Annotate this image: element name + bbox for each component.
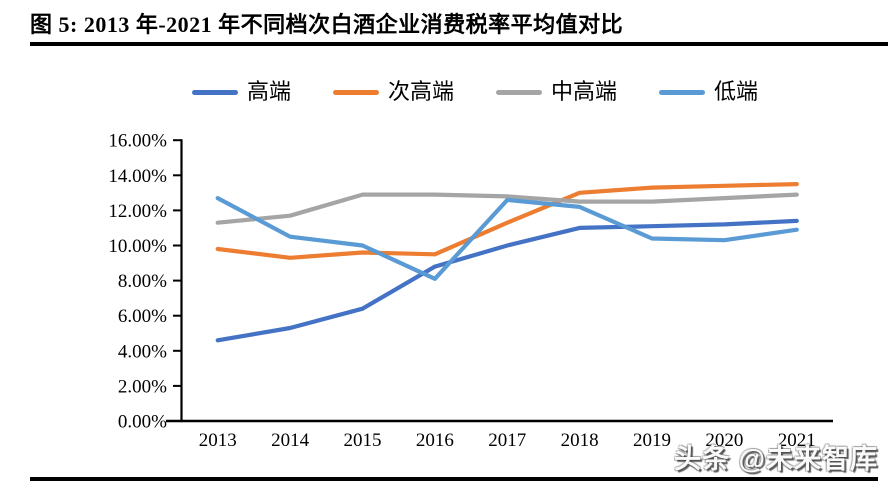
series-line-1: [215, 182, 799, 260]
legend-line-swatch-low-end: [659, 89, 706, 95]
title-divider: [30, 42, 888, 46]
legend-label: 高端: [246, 79, 291, 104]
x-tick-label: 2021: [778, 430, 816, 451]
y-tick-label: 0.00%: [118, 412, 167, 433]
legend-item-sub-premium: 次高端: [332, 79, 454, 104]
legend-item-low-end: 低端: [659, 81, 758, 103]
x-tick-label: 2013: [199, 430, 237, 451]
watermark: 头条 @未来智库: [674, 444, 878, 474]
series-line-2: [215, 192, 799, 225]
legend-label: 次高端: [387, 79, 454, 104]
legend-line-swatch-premium: [191, 89, 238, 95]
x-tick-label: 2015: [343, 430, 381, 451]
chart-legend: 高端 次高端 中高端 低端: [60, 76, 890, 108]
x-tick-label: 2018: [561, 430, 599, 451]
y-tick-label: 14.00%: [108, 166, 167, 187]
bottom-divider: [30, 477, 878, 481]
x-axis-labels: 2013 2014 2015 2016 2017 2018 2019 2020 2021: [199, 430, 816, 451]
y-tick-label: 8.00%: [118, 271, 167, 292]
legend-label: 低端: [714, 79, 759, 104]
x-tick-label: 2020: [705, 430, 743, 451]
y-tick-label: 6.00%: [118, 306, 167, 327]
axes: [166, 139, 833, 423]
y-tick-label: 16.00%: [108, 131, 167, 152]
y-axis-labels: 0.00% 2.00% 4.00% 6.00% 8.00% 10.00% 12.00% 14.…: [108, 131, 182, 433]
x-tick-label: 2019: [633, 430, 671, 451]
legend-item-premium: 高端: [191, 79, 291, 104]
legend-label: 中高端: [551, 79, 618, 104]
legend-line-swatch-mid-premium: [496, 89, 542, 95]
y-tick-label: 12.00%: [108, 201, 167, 222]
figure-title: 图 5: 2013 年-2021 年不同档次白酒企业消费税率平均值对比: [30, 12, 624, 37]
series-line-0: [215, 218, 799, 343]
y-tick-label: 2.00%: [118, 376, 167, 397]
x-tick-label: 2014: [271, 430, 310, 451]
series-line-3: [215, 196, 799, 281]
y-tick-label: 4.00%: [118, 341, 167, 362]
legend-line-swatch-sub-premium: [332, 89, 379, 95]
legend-item-mid-premium: 中高端: [496, 81, 617, 103]
y-tick-label: 10.00%: [108, 236, 167, 257]
x-tick-label: 2017: [488, 430, 526, 451]
x-tick-label: 2016: [416, 430, 454, 451]
